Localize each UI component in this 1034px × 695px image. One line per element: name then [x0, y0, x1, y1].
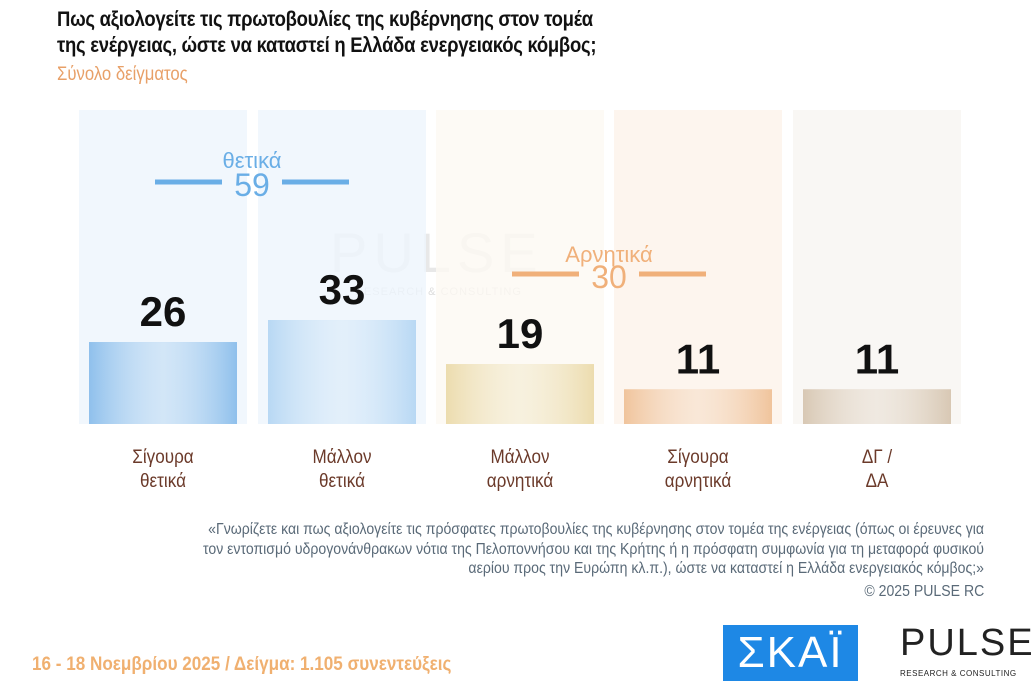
title-line-1: Πως αξιολογείτε τις πρωτοβουλίες της κυβ… [57, 8, 593, 31]
category-label: Μάλλον αρνητικά [486, 447, 554, 492]
bar-shine [268, 320, 416, 424]
data-label: 33 [319, 266, 366, 313]
skai-logo: ΣΚΑΪ [723, 625, 858, 681]
pulse-logo: PULSE [900, 622, 1034, 664]
bar-shine [446, 364, 594, 424]
data-label: 26 [140, 288, 187, 335]
group-total: 59 [234, 167, 270, 203]
data-label: 19 [497, 310, 544, 357]
copyright: © 2025 PULSE RC [864, 583, 984, 600]
data-label: 11 [676, 335, 720, 382]
data-label: 11 [855, 335, 899, 382]
title-line-2: της ενέργειας, ώστε να καταστεί η Ελλάδα… [57, 34, 597, 57]
bar-shine [89, 342, 237, 424]
footer-info: 16 - 18 Νοεμβρίου 2025 / Δείγμα: 1.105 σ… [32, 654, 452, 675]
category-label: Σίγουρα αρνητικά [664, 447, 732, 492]
group-label: Αρνητικά [565, 242, 653, 267]
category-label: Μάλλον θετικά [312, 447, 372, 492]
category-label: ΔΓ / ΔΑ [861, 447, 893, 492]
bar-shine [624, 389, 772, 424]
group-total: 30 [591, 259, 627, 295]
category-label: Σίγουρα θετικά [132, 447, 194, 492]
pulse-logo-tag: RESEARCH & CONSULTING [900, 669, 1017, 678]
question-note: «Γνωρίζετε και πως αξιολογείτε τις πρόσφ… [203, 521, 985, 577]
column-background [793, 110, 961, 424]
group-label: θετικά [222, 148, 281, 173]
subtitle: Σύνολο δείγματος [57, 64, 188, 85]
column-background [614, 110, 782, 424]
bar-shine [803, 389, 951, 424]
